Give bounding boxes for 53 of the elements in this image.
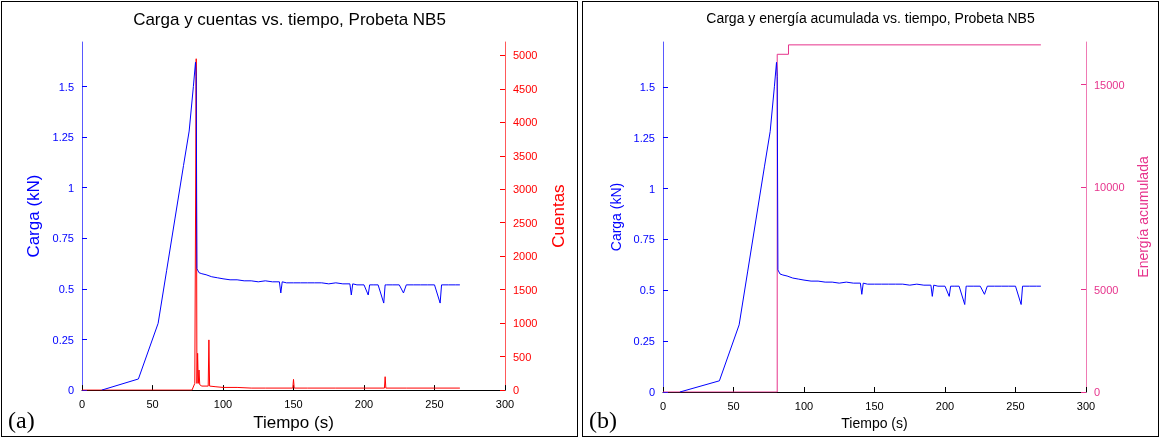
text: (a) xyxy=(8,407,35,433)
y-tick-label: 0.25 xyxy=(52,333,74,346)
y2-tick-label: 3000 xyxy=(513,183,538,196)
x-tick-label: 250 xyxy=(425,397,444,410)
y2-tick-label: 4000 xyxy=(513,116,538,129)
y2-tick-label: 1000 xyxy=(513,317,538,330)
y2-tick-label: 10000 xyxy=(1094,181,1125,194)
y-tick-label: 1.5 xyxy=(639,80,655,93)
x-tick-label: 250 xyxy=(1006,399,1025,412)
y-tick-label: 1.5 xyxy=(58,80,74,93)
y2-tick-label: 1500 xyxy=(513,283,538,296)
y-tick-label: 1 xyxy=(648,182,655,195)
y-tick-label: 1 xyxy=(67,181,74,194)
y-tick-label: 0 xyxy=(67,384,74,397)
y-tick-label: 0.25 xyxy=(633,335,655,348)
x-tick-label: 100 xyxy=(794,399,814,412)
x-tick-label: 300 xyxy=(1076,399,1096,412)
chart-title: Carga y cuentas vs. tiempo, Probeta NB5 xyxy=(133,10,446,29)
x-tick-label: 150 xyxy=(865,399,884,412)
x-tick-label: 100 xyxy=(213,397,233,410)
y2-axis-title: Energía acumulada xyxy=(1135,156,1151,278)
x-tick-label: 200 xyxy=(935,399,955,412)
y2-axis-title: Cuentas xyxy=(549,184,568,248)
y2-tick-label: 2000 xyxy=(513,250,538,263)
y-tick-label: 1.25 xyxy=(52,131,74,144)
x-axis-title: Tiempo (s) xyxy=(253,413,334,432)
x-tick-label: 50 xyxy=(146,397,159,410)
y2-tick-label: 0 xyxy=(513,384,520,397)
y-axis-title: Carga (kN) xyxy=(23,174,43,258)
text: (b) xyxy=(589,407,617,433)
y-tick-label: 1.25 xyxy=(633,131,655,144)
y2-tick-label: 0 xyxy=(1094,386,1101,398)
x-tick-label: 200 xyxy=(354,397,374,410)
y2-tick-label: 3500 xyxy=(513,149,538,162)
y2-tick-label: 500 xyxy=(513,350,532,363)
y-axis-title: Carga (kN) xyxy=(607,182,624,252)
y2-tick-label: 2500 xyxy=(513,216,538,229)
x-tick-label: 150 xyxy=(284,397,303,410)
y-tick-label: 0.5 xyxy=(639,284,655,297)
y-tick-label: 0.75 xyxy=(633,233,655,246)
x-tick-label: 300 xyxy=(495,397,515,410)
y2-tick-label: 5000 xyxy=(1094,283,1119,296)
y2-tick-label: 4500 xyxy=(513,82,538,95)
x-tick-label: 0 xyxy=(659,399,667,412)
chart-title: Carga y energía acumulada vs. tiempo, Probeta NB5 xyxy=(706,10,1035,26)
y2-tick-label: 5000 xyxy=(513,49,538,62)
y-tick-label: 0.75 xyxy=(52,232,74,245)
x-axis-title: Tiempo (s) xyxy=(841,414,908,431)
y-tick-label: 0 xyxy=(648,386,655,398)
y-tick-label: 0.5 xyxy=(58,282,74,295)
y2-tick-label: 15000 xyxy=(1094,78,1125,91)
x-tick-label: 0 xyxy=(78,397,86,410)
x-tick-label: 50 xyxy=(727,399,740,412)
